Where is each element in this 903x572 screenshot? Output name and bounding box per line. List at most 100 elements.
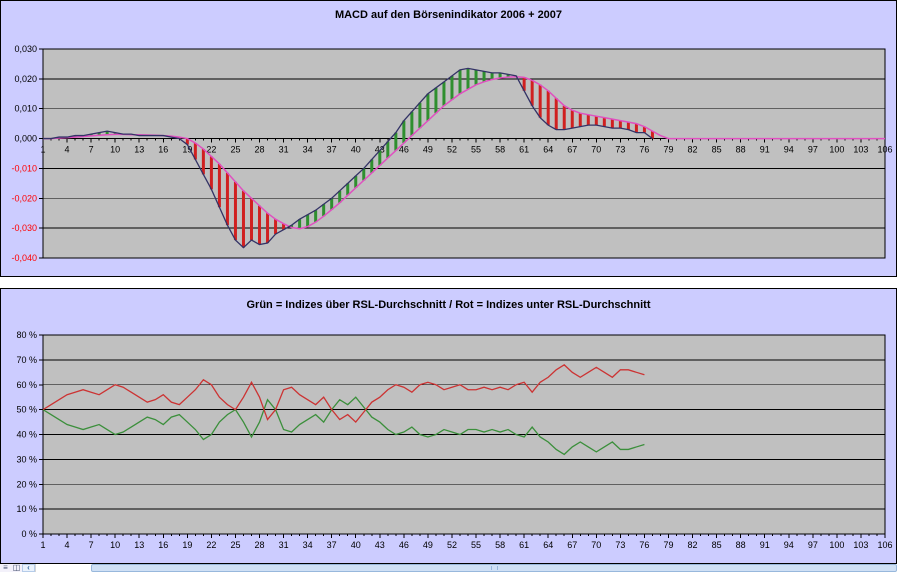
- x-tick-label: 1: [40, 540, 45, 550]
- x-tick-label: 64: [543, 540, 553, 550]
- macd-line: [43, 67, 653, 249]
- x-tick-label: 4: [65, 145, 70, 155]
- y-tick-label: -0,040: [11, 253, 37, 263]
- macd-chart-title: MACD auf den Börsenindikator 2006 + 2007: [334, 9, 563, 21]
- signal-line: [43, 76, 885, 230]
- x-tick-label: 61: [519, 145, 529, 155]
- x-tick-label: 43: [375, 540, 385, 550]
- x-tick-label: 37: [327, 145, 337, 155]
- x-tick-label: 67: [567, 145, 577, 155]
- x-tick-label: 46: [399, 145, 409, 155]
- y-tick-label: -0,020: [11, 193, 37, 203]
- x-tick-label: 94: [784, 145, 794, 155]
- x-tick-label: 28: [255, 540, 265, 550]
- y-tick-label: 50 %: [16, 405, 37, 415]
- x-tick-label: 40: [351, 145, 361, 155]
- thumb-grip-icon: [490, 566, 498, 570]
- y-tick-label: 0,010: [14, 104, 37, 114]
- rsl-chart-title: Grün = Indizes über RSL-Durchschnitt / R…: [246, 299, 651, 311]
- y-tick-label: 70 %: [16, 355, 37, 365]
- x-tick-label: 76: [639, 540, 649, 550]
- rsl-chart: 80 % 70 % 60 % 50 % 40 % 30 % 20 % 10 % 0 % 1 4 7 10…: [0, 288, 897, 564]
- x-tick-label: 79: [663, 540, 673, 550]
- x-tick-label: 94: [784, 540, 794, 550]
- x-tick-label: 58: [495, 145, 505, 155]
- macd-chart: 0,030 0,020 0,010 0,000 -0,010 -0,020 -0,030 -0…: [0, 0, 897, 277]
- x-tick-label: 97: [808, 540, 818, 550]
- x-tick-label: 82: [688, 145, 698, 155]
- x-tick-label: 82: [688, 540, 698, 550]
- x-tick-label: 40: [351, 540, 361, 550]
- y-tick-label: 0,030: [14, 44, 37, 54]
- gruen-line: [42, 396, 645, 456]
- x-tick-label: 67: [567, 540, 577, 550]
- x-tick-label: 70: [591, 540, 601, 550]
- x-tick-label: 79: [663, 145, 673, 155]
- x-tick-label: 61: [519, 540, 529, 550]
- x-tick-label: 91: [760, 145, 770, 155]
- x-tick-label: 1: [40, 145, 45, 155]
- x-tick-label: 34: [303, 540, 313, 550]
- plot-area: [42, 48, 886, 259]
- x-tick-label: 28: [255, 145, 265, 155]
- x-tick-label: 85: [712, 540, 722, 550]
- x-tick-label: 52: [447, 145, 457, 155]
- x-tick-label: 88: [736, 540, 746, 550]
- x-tick-label: 58: [495, 540, 505, 550]
- x-tick-label: 10: [110, 145, 120, 155]
- y-tick-label: -0,010: [11, 163, 37, 173]
- x-tick-label: 22: [206, 145, 216, 155]
- x-tick-label: 106: [877, 540, 892, 550]
- x-tick-label: 4: [65, 540, 70, 550]
- x-tick-label: 73: [615, 145, 625, 155]
- x-tick-label: 46: [399, 540, 409, 550]
- x-tick-label: 34: [303, 145, 313, 155]
- x-tick-label: 13: [134, 145, 144, 155]
- scrollbar-track[interactable]: [35, 564, 903, 572]
- y-tick-label: 10 %: [16, 504, 37, 514]
- x-tick-label: 97: [808, 145, 818, 155]
- x-tick-label: 13: [134, 540, 144, 550]
- rot-line: [42, 364, 645, 424]
- x-tick-label: 103: [853, 540, 868, 550]
- x-tick-label: 100: [829, 145, 844, 155]
- x-tick-label: 25: [230, 145, 240, 155]
- x-tick-label: 73: [615, 540, 625, 550]
- x-tick-label: 16: [158, 145, 168, 155]
- x-tick-label: 7: [89, 145, 94, 155]
- x-tick-label: 100: [829, 540, 844, 550]
- x-tick-label: 25: [230, 540, 240, 550]
- x-tick-label: 37: [327, 540, 337, 550]
- macd-plot: 0,030 0,020 0,010 0,000 -0,010 -0,020 -0,030 -0…: [11, 44, 892, 263]
- y-tick-label: 0 %: [21, 529, 37, 539]
- y-tick-label: -0,030: [11, 223, 37, 233]
- x-tick-label: 64: [543, 145, 553, 155]
- scrollbar-thumb[interactable]: [91, 564, 897, 572]
- x-tick-label: 52: [447, 540, 457, 550]
- rsl-plot: 80 % 70 % 60 % 50 % 40 % 30 % 20 % 10 % 0 %1 4 7 10…: [16, 330, 892, 550]
- scroll-left-button[interactable]: ‹: [22, 564, 35, 572]
- y-tick-label: 0,000: [14, 134, 37, 144]
- list-icon[interactable]: ≡: [3, 563, 8, 572]
- x-tick-label: 19: [182, 145, 192, 155]
- x-tick-label: 22: [206, 540, 216, 550]
- x-tick-label: 76: [639, 145, 649, 155]
- y-tick-label: 0,020: [14, 74, 37, 84]
- y-tick-label: 40 %: [16, 430, 37, 440]
- x-tick-label: 7: [89, 540, 94, 550]
- x-tick-label: 55: [471, 145, 481, 155]
- y-tick-label: 30 %: [16, 454, 37, 464]
- book-icon[interactable]: ◫: [12, 563, 21, 572]
- x-tick-label: 49: [423, 540, 433, 550]
- y-tick-label: 60 %: [16, 380, 37, 390]
- x-tick-label: 10: [110, 540, 120, 550]
- x-tick-label: 88: [736, 145, 746, 155]
- x-tick-label: 106: [877, 145, 892, 155]
- x-tick-label: 70: [591, 145, 601, 155]
- x-tick-label: 19: [182, 540, 192, 550]
- x-tick-label: 31: [279, 145, 289, 155]
- y-tick-label: 80 %: [16, 330, 37, 340]
- x-tick-label: 85: [712, 145, 722, 155]
- x-tick-label: 91: [760, 540, 770, 550]
